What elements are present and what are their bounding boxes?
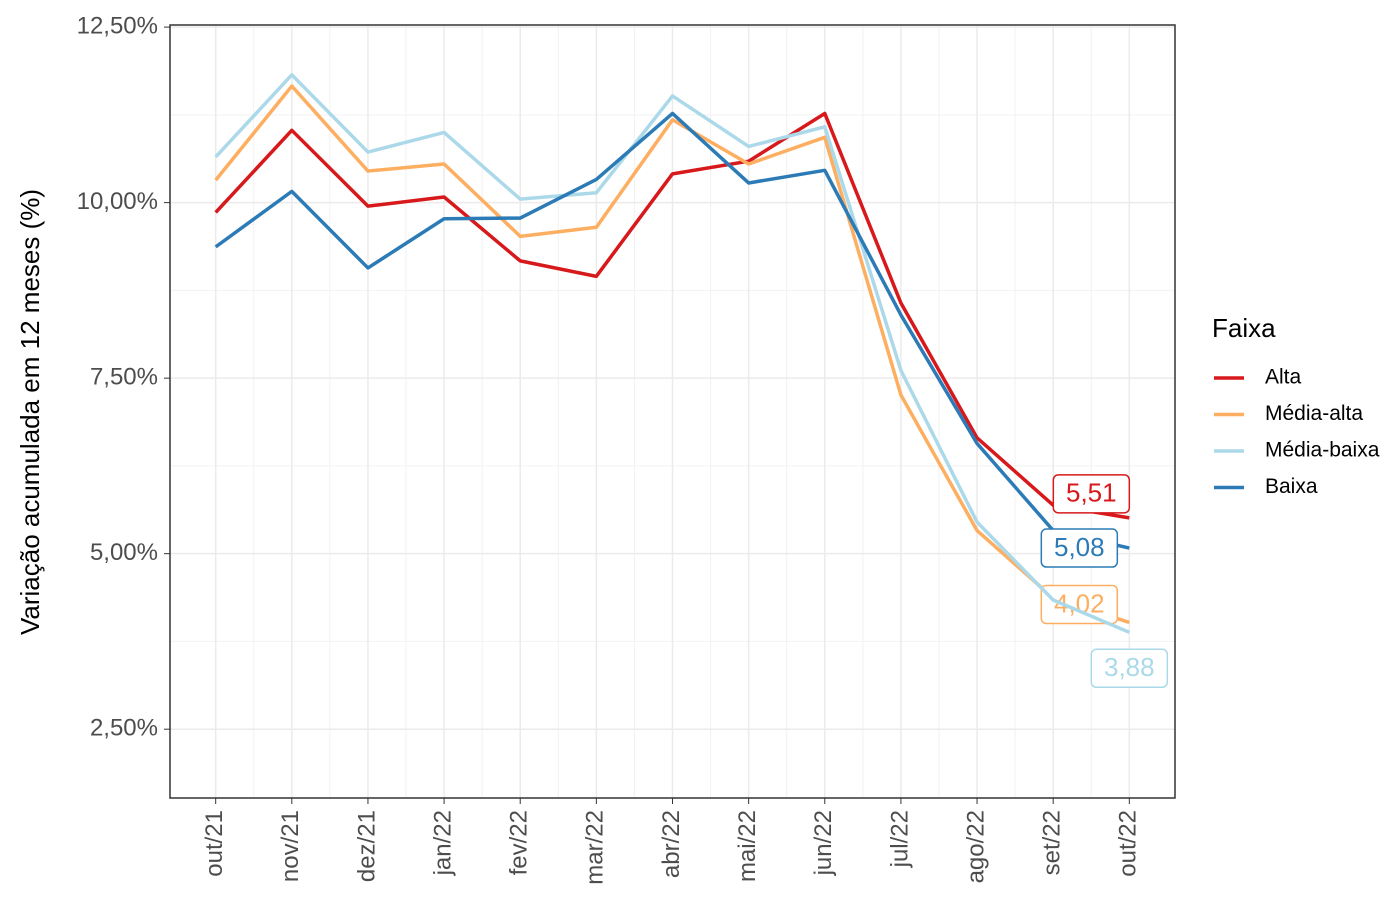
x-tick-label: fev/22 (506, 810, 533, 875)
legend-label: Média-alta (1265, 402, 1363, 425)
y-tick-label: 2,50% (90, 715, 158, 742)
x-tick-label: nov/21 (277, 810, 304, 882)
y-tick-label: 12,50% (77, 12, 158, 39)
value-label: 3,88 (1104, 652, 1155, 682)
x-tick-label: jun/22 (810, 810, 837, 876)
legend-label: Baixa (1265, 475, 1318, 498)
x-tick-label: ago/22 (962, 810, 989, 883)
x-tick-label: mar/22 (582, 810, 609, 885)
series-line (214, 84, 1130, 625)
value-label-box (1040, 528, 1119, 568)
legend-label: Alta (1265, 366, 1302, 389)
series-line (214, 111, 1130, 550)
x-tick-label: out/21 (201, 810, 228, 877)
plot-border (169, 24, 1176, 799)
series-line (214, 73, 1131, 634)
value-label-box (1052, 474, 1131, 514)
series-line (214, 111, 1130, 520)
value-label-box (1090, 648, 1169, 689)
x-tick-label: jul/22 (886, 810, 913, 868)
value-label: 5,08 (1054, 532, 1105, 562)
legend-label: Média-baixa (1265, 439, 1380, 462)
value-label-box (1040, 584, 1119, 625)
x-tick-label: dez/21 (353, 810, 380, 882)
x-tick-label: abr/22 (658, 810, 685, 878)
y-axis-label: Variação acumulada em 12 meses (%) (15, 189, 45, 635)
legend-title: Faixa (1212, 313, 1276, 343)
x-tick-label: mai/22 (734, 810, 761, 882)
x-tick-label: set/22 (1039, 810, 1066, 875)
y-tick-label: 10,00% (77, 188, 158, 215)
x-tick-label: jan/22 (429, 810, 456, 876)
x-tick-label: out/22 (1115, 810, 1142, 877)
y-tick-label: 5,00% (90, 539, 158, 566)
y-tick-label: 7,50% (90, 363, 158, 390)
value-label: 5,51 (1066, 478, 1117, 508)
